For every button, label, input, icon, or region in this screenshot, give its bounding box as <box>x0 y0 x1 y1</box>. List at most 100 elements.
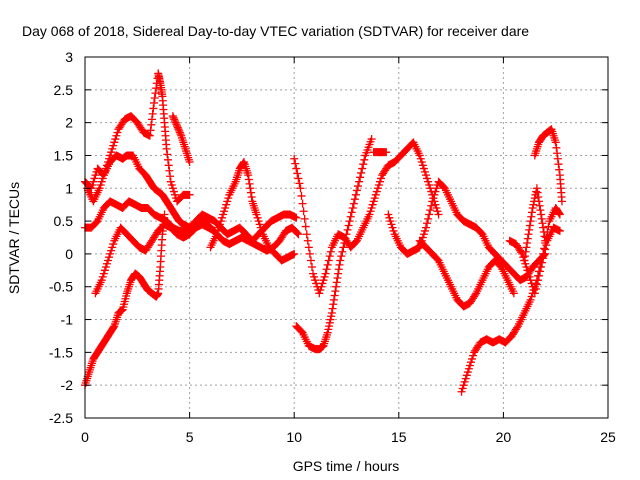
y-tick-label: 1 <box>65 180 73 196</box>
data-point <box>296 184 305 193</box>
data-point <box>304 243 313 252</box>
data-point <box>523 238 532 247</box>
data-point <box>324 256 333 265</box>
data-point <box>176 130 185 139</box>
data-point <box>426 206 435 215</box>
data-point <box>294 174 303 183</box>
data-point <box>557 197 566 206</box>
data-point <box>533 188 542 197</box>
data-point <box>424 214 433 223</box>
series-track-3 <box>83 69 194 206</box>
data-point <box>150 94 159 103</box>
data-point <box>553 154 562 163</box>
data-point <box>345 217 354 226</box>
data-point <box>537 263 546 272</box>
data-point <box>162 144 171 153</box>
data-point <box>343 225 352 234</box>
data-point <box>521 247 530 256</box>
y-tick-label: 2 <box>65 115 73 131</box>
data-point <box>151 89 160 98</box>
y-tick-label: 0 <box>65 246 73 262</box>
data-point <box>524 230 533 239</box>
x-tick-label: 15 <box>391 429 407 445</box>
data-point <box>425 210 434 219</box>
data-point <box>321 269 330 278</box>
data-point <box>525 225 534 234</box>
series-track-9 <box>292 135 376 354</box>
data-point <box>342 230 351 239</box>
data-point <box>539 223 548 232</box>
data-point <box>305 249 314 258</box>
series-track-11 <box>384 177 550 285</box>
data-point <box>539 228 548 237</box>
y-axis-label: SDTVAR / TECUs <box>6 182 22 294</box>
data-point <box>330 291 339 300</box>
data-point <box>344 221 353 230</box>
y-tick-label: 1.5 <box>54 147 74 163</box>
data-point <box>290 154 299 163</box>
data-point <box>332 282 341 291</box>
data-point <box>295 179 304 188</box>
data-point <box>540 232 549 241</box>
data-point <box>423 219 432 228</box>
grid-layer <box>85 57 608 418</box>
data-point <box>538 219 547 228</box>
data-point <box>332 278 341 287</box>
data-point <box>527 212 536 221</box>
data-point <box>246 188 255 197</box>
data-point <box>306 256 315 265</box>
data-point <box>302 230 311 239</box>
data-point <box>534 193 543 202</box>
series-track-7 <box>206 158 299 265</box>
data-point <box>541 236 550 245</box>
y-tick-label: -2 <box>61 377 74 393</box>
data-point <box>552 143 561 152</box>
data-point <box>526 217 535 226</box>
series-track-12 <box>415 236 518 311</box>
data-point <box>292 213 301 222</box>
data-point <box>307 263 316 272</box>
y-tick-label: 2.5 <box>54 82 74 98</box>
data-point <box>530 289 539 298</box>
data-point <box>555 226 564 235</box>
data-point <box>351 190 360 199</box>
series-track-8 <box>290 138 443 298</box>
data-point <box>555 165 564 174</box>
data-point <box>536 267 545 276</box>
data-point <box>427 201 436 210</box>
data-point <box>338 247 347 256</box>
data-point <box>538 258 547 267</box>
data-point <box>325 252 334 261</box>
data-point <box>298 199 307 208</box>
data-point <box>148 109 157 118</box>
data-point <box>541 245 550 254</box>
data-point <box>341 234 350 243</box>
points-layer <box>81 69 566 396</box>
series-track-14 <box>530 125 566 206</box>
data-point <box>293 229 302 238</box>
data-point <box>537 210 546 219</box>
data-point <box>299 207 308 216</box>
data-point <box>329 295 338 304</box>
data-point <box>355 177 364 186</box>
data-point <box>551 138 560 147</box>
series-track-5 <box>91 220 219 298</box>
data-point <box>357 168 366 177</box>
data-point <box>150 98 159 107</box>
data-point <box>544 222 553 231</box>
data-point <box>333 273 342 282</box>
data-point <box>532 280 541 289</box>
data-point <box>245 179 254 188</box>
data-point <box>509 289 518 298</box>
data-point <box>334 265 343 274</box>
series-track-10 <box>369 148 391 157</box>
data-point <box>166 172 175 181</box>
data-point <box>554 160 563 169</box>
data-point <box>292 164 301 173</box>
data-point <box>382 148 391 157</box>
data-point <box>334 269 343 278</box>
data-point <box>163 150 172 159</box>
x-tick-label: 0 <box>81 429 89 445</box>
